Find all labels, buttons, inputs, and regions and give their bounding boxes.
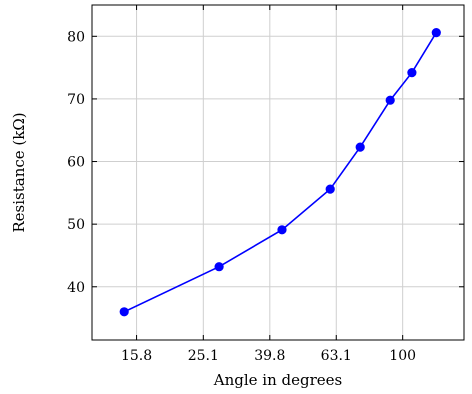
data-point [214,262,224,272]
series-line [123,32,437,313]
plot-frame [91,4,465,341]
x-tick-label: 100 [389,348,416,364]
x-axis-label: Angle in degrees [213,371,342,389]
x-tick-label: 39.8 [254,348,285,364]
data-point [325,184,335,194]
tick-labels: 15.8 25.1 39.8 63.1 100 40 50 60 70 80 [67,29,416,364]
grid [92,5,464,340]
y-tick-label: 60 [67,155,85,171]
x-tick-label: 63.1 [321,348,352,364]
data-point [119,307,129,317]
data-point [431,27,441,38]
y-tick-label: 70 [67,92,85,108]
data-point [277,225,287,235]
y-axis-label: Resistance (kΩ) [10,112,28,232]
axis-ticks [92,5,464,340]
data-point [385,95,395,105]
x-tick-label: 25.1 [188,348,219,364]
data-series [119,27,441,317]
y-tick-label: 50 [67,217,85,233]
x-tick-label: 15.8 [121,348,152,364]
y-tick-label: 40 [67,280,85,296]
y-tick-label: 80 [67,29,85,45]
data-point [355,142,365,152]
data-point [407,68,417,78]
